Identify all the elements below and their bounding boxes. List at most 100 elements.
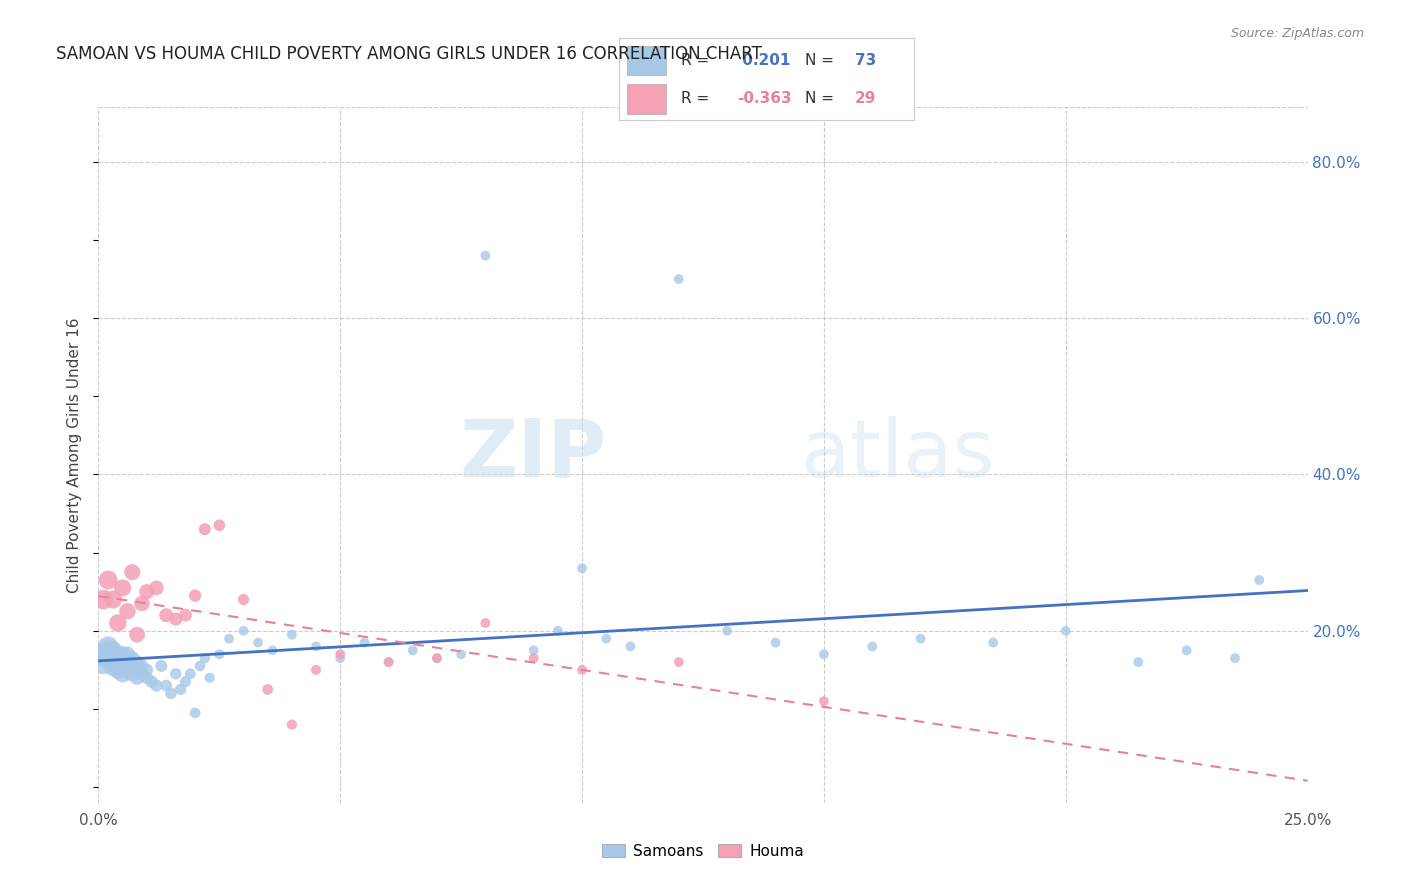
Point xyxy=(91,647,114,661)
Point xyxy=(1128,655,1150,669)
Point xyxy=(121,666,143,681)
Point xyxy=(141,674,163,689)
Text: R =: R = xyxy=(681,91,714,106)
Point xyxy=(97,640,120,654)
Point xyxy=(523,643,546,657)
Point xyxy=(426,651,449,665)
Point xyxy=(111,651,134,665)
Point xyxy=(450,647,472,661)
Point xyxy=(111,659,134,673)
FancyBboxPatch shape xyxy=(627,85,666,114)
Point xyxy=(121,659,143,673)
Point xyxy=(101,647,124,661)
Point xyxy=(281,717,304,731)
Point xyxy=(107,663,129,677)
Point xyxy=(262,643,284,657)
Point xyxy=(165,612,187,626)
Point xyxy=(97,651,120,665)
FancyBboxPatch shape xyxy=(627,45,666,75)
Point xyxy=(619,640,641,654)
Point xyxy=(165,666,187,681)
Point xyxy=(97,643,120,657)
Point xyxy=(117,655,139,669)
Text: N =: N = xyxy=(804,91,838,106)
Point xyxy=(91,592,114,607)
Point xyxy=(247,635,270,649)
Point xyxy=(981,635,1004,649)
Point xyxy=(1054,624,1077,638)
Point xyxy=(174,674,197,689)
Point xyxy=(547,624,569,638)
Point xyxy=(198,671,221,685)
Point xyxy=(169,682,191,697)
Point xyxy=(131,597,153,611)
Text: SAMOAN VS HOUMA CHILD POVERTY AMONG GIRLS UNDER 16 CORRELATION CHART: SAMOAN VS HOUMA CHILD POVERTY AMONG GIRL… xyxy=(56,45,762,62)
Point xyxy=(101,643,124,657)
Point xyxy=(111,647,134,661)
Point xyxy=(135,671,157,685)
Point xyxy=(91,655,114,669)
Point xyxy=(426,651,449,665)
Point xyxy=(121,565,143,579)
Point xyxy=(101,592,124,607)
Point xyxy=(188,659,211,673)
Point xyxy=(571,663,593,677)
Point xyxy=(155,679,177,693)
Point xyxy=(668,272,690,286)
Legend: Samoans, Houma: Samoans, Houma xyxy=(596,838,810,864)
Point xyxy=(208,647,231,661)
Point xyxy=(121,651,143,665)
Point xyxy=(208,518,231,533)
Point xyxy=(765,635,787,649)
Point xyxy=(256,682,278,697)
Point xyxy=(127,663,149,677)
Point xyxy=(174,608,197,623)
Point xyxy=(117,663,139,677)
Point xyxy=(101,651,124,665)
Point xyxy=(377,655,399,669)
Point xyxy=(1223,651,1246,665)
Point xyxy=(474,249,496,263)
Point xyxy=(329,647,352,661)
Point xyxy=(155,608,177,623)
Point xyxy=(184,706,207,720)
Point xyxy=(595,632,617,646)
Point xyxy=(305,663,328,677)
Point xyxy=(194,522,217,536)
Point xyxy=(101,659,124,673)
Point xyxy=(232,624,254,638)
Point xyxy=(668,655,690,669)
Text: -0.363: -0.363 xyxy=(737,91,792,106)
Text: 0.201: 0.201 xyxy=(737,53,790,68)
Point xyxy=(150,659,173,673)
Point xyxy=(107,615,129,630)
Point xyxy=(353,635,375,649)
Point xyxy=(281,628,304,642)
Point xyxy=(117,604,139,618)
Text: ZIP: ZIP xyxy=(458,416,606,494)
Point xyxy=(145,581,167,595)
Text: atlas: atlas xyxy=(800,416,994,494)
Point xyxy=(179,666,201,681)
Point xyxy=(910,632,932,646)
Point xyxy=(111,581,134,595)
Point xyxy=(131,666,153,681)
Point xyxy=(232,592,254,607)
Point xyxy=(127,655,149,669)
Point xyxy=(305,640,328,654)
Point xyxy=(97,573,120,587)
Y-axis label: Child Poverty Among Girls Under 16: Child Poverty Among Girls Under 16 xyxy=(67,318,83,592)
Point xyxy=(716,624,738,638)
Point xyxy=(402,643,425,657)
Point xyxy=(117,647,139,661)
Point xyxy=(813,694,835,708)
Point xyxy=(813,647,835,661)
Point xyxy=(135,584,157,599)
Point xyxy=(218,632,240,646)
Point xyxy=(127,671,149,685)
Text: R =: R = xyxy=(681,53,714,68)
Point xyxy=(860,640,883,654)
Point xyxy=(184,589,207,603)
Point xyxy=(571,561,593,575)
Point xyxy=(145,679,167,693)
